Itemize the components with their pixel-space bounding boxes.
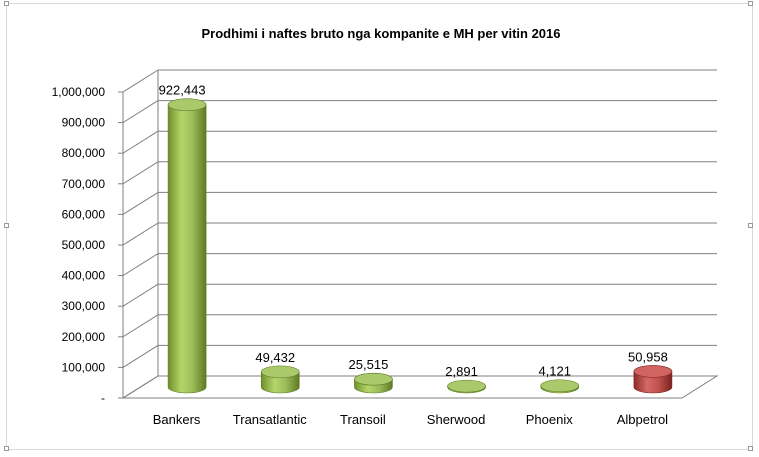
resize-handle-top-left[interactable] — [4, 1, 9, 6]
bar-body — [167, 104, 207, 394]
gridline-diagonal — [122, 222, 159, 246]
bars-layer — [167, 98, 673, 394]
data-label: 2,891 — [445, 364, 478, 379]
gridline-diagonal — [122, 344, 159, 368]
x-tick-label: Transatlantic — [233, 412, 307, 427]
gridline-diagonal — [122, 100, 159, 124]
chart-title: Prodhimi i naftes bruto nga kompanite e … — [201, 26, 560, 41]
data-label: 49,432 — [255, 350, 295, 365]
bar-sherwood — [447, 379, 486, 394]
resize-handle-bottom-right[interactable] — [748, 446, 753, 451]
y-tick-label: 900,000 — [62, 116, 106, 130]
y-tick-label: 100,000 — [62, 360, 106, 374]
x-tick-label: Sherwood — [427, 412, 486, 427]
bar-top — [167, 98, 207, 112]
x-tick-label: Phoenix — [526, 412, 573, 427]
y-tick-label: 300,000 — [62, 299, 106, 313]
bar-top — [633, 365, 673, 378]
bar-albpetrol — [633, 365, 673, 394]
resize-handle-top-right[interactable] — [748, 1, 753, 6]
y-tick-label: 200,000 — [62, 330, 106, 344]
resize-handle-bottom-left[interactable] — [4, 446, 9, 451]
y-tick-label: 700,000 — [62, 177, 106, 191]
gridline-diagonal — [122, 314, 159, 338]
floor — [121, 375, 719, 399]
resize-handle-left[interactable] — [4, 223, 9, 228]
y-tick-label: 1,000,000 — [52, 85, 106, 99]
bar-top — [447, 379, 486, 393]
x-tick-label: Transoil — [340, 412, 386, 427]
gridline-diagonal — [122, 283, 159, 307]
y-tick-label: - — [101, 391, 105, 405]
data-label: 50,958 — [628, 349, 668, 364]
x-tick-label: Bankers — [153, 412, 201, 427]
y-tick-label: 400,000 — [62, 269, 106, 283]
data-label: 922,443 — [159, 83, 206, 98]
x-tick-label: Albpetrol — [617, 412, 668, 427]
bar-transoil — [354, 372, 393, 394]
bar-transatlantic — [260, 365, 300, 394]
resize-handle-right[interactable] — [748, 223, 753, 228]
gridline-diagonal — [122, 253, 159, 277]
bar-top — [540, 379, 580, 393]
y-tick-label: 500,000 — [62, 238, 106, 252]
data-label: 4,121 — [538, 364, 571, 379]
bar-phoenix — [540, 379, 580, 394]
gridline-diagonal — [122, 161, 159, 185]
y-tick-label: 800,000 — [62, 146, 106, 160]
labels-layer: - 100,000 200,000 300,000 400,000 500,000 600,… — [52, 83, 669, 427]
bar-top — [260, 365, 300, 379]
bar-top — [354, 372, 393, 386]
gridline-diagonal — [122, 375, 159, 399]
data-label: 25,515 — [349, 357, 389, 372]
gridline-diagonal — [122, 191, 159, 215]
gridline-diagonal — [122, 69, 159, 93]
y-tick-label: 600,000 — [62, 207, 106, 221]
gridline-diagonal — [122, 130, 159, 154]
bar-bankers — [167, 98, 207, 394]
